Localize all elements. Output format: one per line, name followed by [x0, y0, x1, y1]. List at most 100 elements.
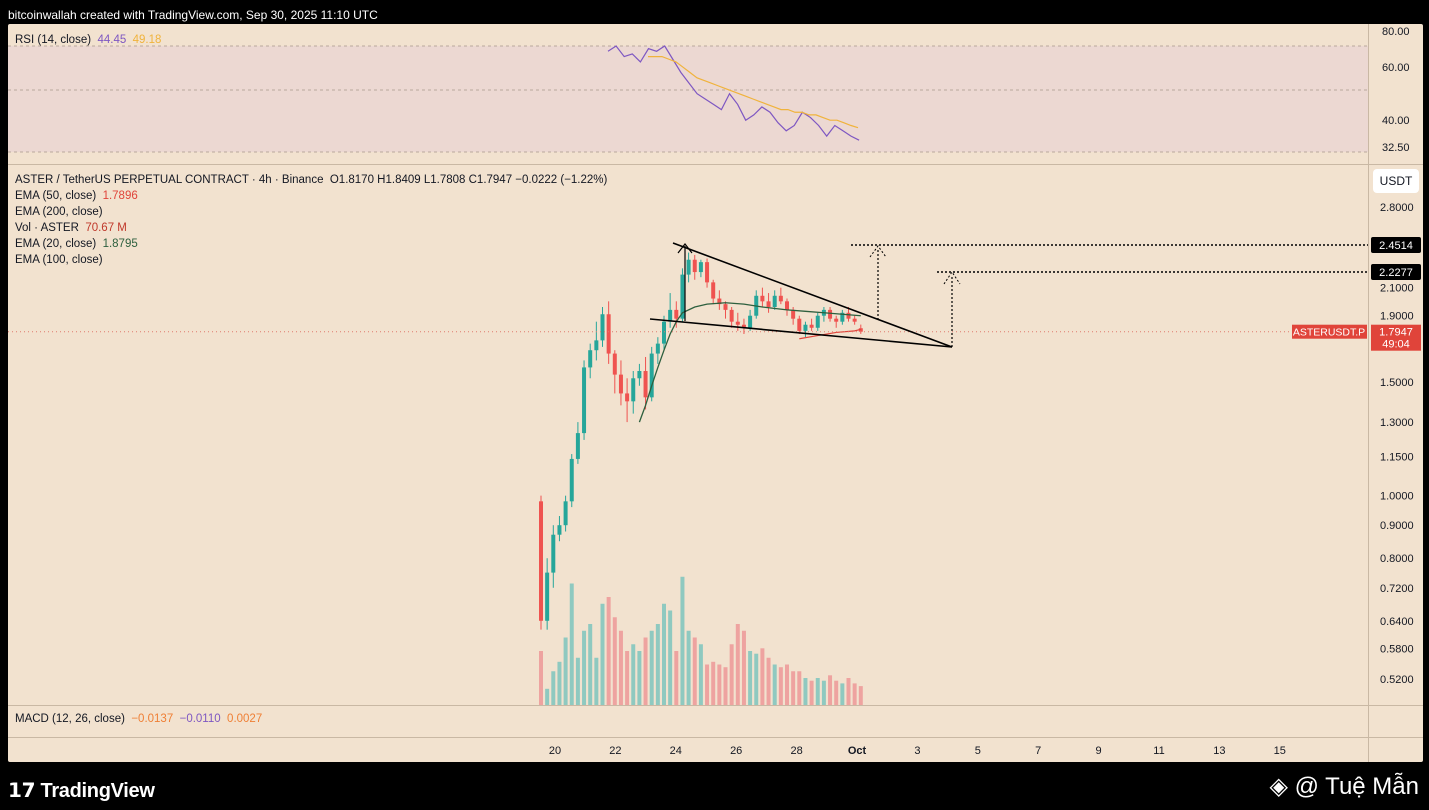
candle-body	[729, 309, 734, 322]
symbol-title[interactable]: ASTER / TetherUS PERPETUAL CONTRACT · 4h…	[15, 174, 324, 186]
volume-bar	[569, 583, 574, 705]
footer: 𝟭𝟳 TradingView ◈ @ Tuệ Mẫn	[0, 762, 1429, 810]
last-price-text: 1.7947	[1379, 327, 1413, 339]
volume-bar	[803, 678, 808, 705]
time-axis-separator	[8, 737, 1423, 738]
candle-body	[834, 318, 839, 322]
macd-legend: MACD (12, 26, close) −0.0137 −0.0110 0.0…	[15, 713, 262, 725]
ema200-legend[interactable]: EMA (200, close)	[15, 206, 103, 218]
candle-body	[637, 370, 642, 379]
rsi-label: RSI (14, close)	[15, 34, 92, 46]
time-tick-label: 22	[609, 745, 621, 757]
header-text: bitcoinwallah created with TradingView.c…	[8, 8, 378, 22]
candle-body	[692, 259, 697, 273]
ohlc-values: O1.8170 H1.8409 L1.7808 C1.7947 −0.0222 …	[329, 174, 608, 186]
candle-body	[668, 309, 673, 322]
volume-bar	[637, 651, 642, 705]
chart-header: bitcoinwallah created with TradingView.c…	[0, 0, 1429, 30]
rsi-ma-value: 49.18	[132, 34, 162, 46]
ema200-label: EMA (200, close)	[15, 206, 103, 218]
rsi-band-fill	[8, 46, 1368, 152]
ema50-value: 1.7896	[102, 190, 138, 202]
candle-body	[662, 321, 666, 344]
target2-price-label-box	[1371, 264, 1421, 280]
volume-bar	[741, 630, 746, 705]
volume-bar	[698, 644, 703, 705]
volume-bar	[680, 576, 685, 705]
volume-bar	[840, 683, 845, 705]
volume-bar	[785, 664, 789, 705]
volume-bar	[545, 688, 550, 705]
macd-pane-separator[interactable]	[8, 705, 1423, 706]
rsi-ma-line	[648, 55, 859, 129]
volume-bar	[674, 651, 679, 705]
target1-price-label: 2.4514	[1371, 237, 1421, 253]
volume-bar	[778, 667, 783, 705]
time-tick-label: 7	[1035, 745, 1041, 757]
volume-bar	[662, 603, 666, 705]
volume-bar	[600, 603, 605, 705]
candle-body	[551, 534, 556, 573]
wedge-upper-trendline	[672, 242, 953, 348]
target1-price-label-text: 2.4514	[1379, 240, 1413, 252]
chart-canvas[interactable]: 2.8000 2.1000 1.9000 1.5000 1.3000 1.1500 1.00…	[8, 24, 1423, 762]
candle-body	[717, 298, 722, 305]
volume-bar	[594, 657, 599, 705]
price-axis-separator	[1368, 24, 1369, 762]
macd-value: −0.0137	[131, 713, 174, 725]
candle-body	[575, 433, 580, 459]
volume-bar	[668, 610, 673, 705]
chart-frame[interactable]: 2.8000 2.1000 1.9000 1.5000 1.3000 1.1500 1.00…	[8, 24, 1423, 762]
last-price-badge-bg	[1371, 324, 1421, 351]
candle-body	[828, 309, 833, 319]
volume-bar	[791, 671, 796, 705]
ema20-line	[638, 302, 861, 423]
price-tick-label: 1.1500	[1380, 451, 1414, 463]
candle-body	[803, 324, 808, 331]
rsi-value: 44.45	[97, 34, 127, 46]
candle-body	[674, 309, 679, 319]
volume-bar	[754, 653, 759, 705]
candle-body	[680, 274, 685, 319]
candle-body	[785, 301, 789, 310]
candle-body	[766, 301, 771, 307]
candle-body	[711, 282, 716, 299]
volume-bar	[815, 678, 820, 705]
candle-body	[563, 501, 568, 526]
volume-value: 70.67 M	[85, 222, 127, 234]
volume-bar	[551, 671, 556, 705]
volume-bar	[539, 651, 543, 705]
candle-body	[760, 295, 765, 302]
rsi-tick-label: 32.50	[1382, 142, 1410, 154]
candle-body	[569, 458, 574, 502]
volume-bar	[797, 671, 802, 705]
wedge-lower-trendline	[649, 318, 953, 348]
ema100-legend[interactable]: EMA (100, close)	[15, 254, 103, 266]
volume-bar	[705, 664, 710, 705]
volume-legend[interactable]: Vol · ASTER 70.67 M	[15, 222, 127, 234]
candle-body	[748, 315, 753, 328]
ema50-legend[interactable]: EMA (50, close) 1.7896	[15, 190, 138, 202]
time-tick-label: 24	[670, 745, 682, 757]
time-tick-label: 15	[1274, 745, 1286, 757]
volume-bar	[631, 644, 636, 705]
price-tick-label: 2.1000	[1380, 283, 1414, 295]
currency-button[interactable]: USDT	[1373, 169, 1419, 193]
symbol-legend: ASTER / TetherUS PERPETUAL CONTRACT · 4h…	[15, 174, 607, 186]
time-tick-label: 20	[549, 745, 561, 757]
volume-bar	[828, 675, 833, 705]
volume-bar	[723, 667, 728, 705]
volume-bar	[760, 648, 765, 705]
tradingview-logo[interactable]: 𝟭𝟳 TradingView	[8, 778, 155, 803]
candle-body	[600, 314, 605, 341]
tv-logo-text: TradingView	[40, 780, 155, 802]
rsi-tick-label: 60.00	[1382, 62, 1410, 74]
volume-bar	[606, 597, 611, 705]
candle-body	[698, 262, 703, 273]
ema50-line	[799, 328, 861, 340]
ema20-value: 1.8795	[102, 238, 138, 250]
candle-body	[643, 370, 648, 398]
rsi-pane-separator[interactable]	[8, 164, 1423, 165]
price-tick-label: 0.5200	[1380, 674, 1414, 686]
ema20-legend[interactable]: EMA (20, close) 1.8795	[15, 238, 138, 250]
